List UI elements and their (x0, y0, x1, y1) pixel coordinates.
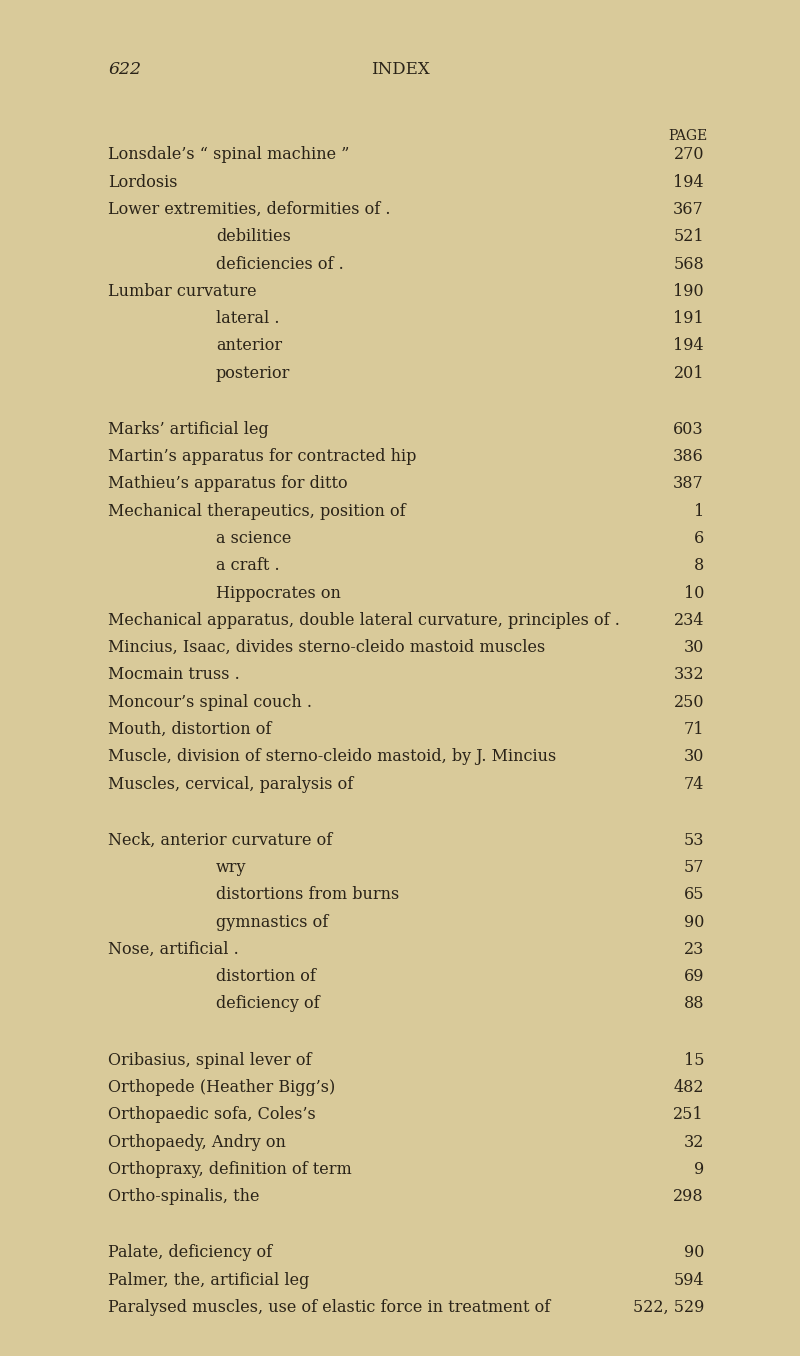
Text: 90: 90 (684, 1245, 704, 1261)
Text: posterior: posterior (216, 365, 290, 381)
Text: 332: 332 (674, 666, 704, 683)
Text: Mincius, Isaac, divides sterno-cleido mastoid muscles: Mincius, Isaac, divides sterno-cleido ma… (108, 639, 546, 656)
Text: 1: 1 (694, 503, 704, 519)
Text: 10: 10 (684, 584, 704, 602)
Text: Orthopede (Heather Bigg’s): Orthopede (Heather Bigg’s) (108, 1079, 335, 1096)
Text: 71: 71 (683, 721, 704, 738)
Text: gymnastics of: gymnastics of (216, 914, 328, 930)
Text: 69: 69 (683, 968, 704, 986)
Text: Palate, deficiency of: Palate, deficiency of (108, 1245, 272, 1261)
Text: 603: 603 (674, 420, 704, 438)
Text: Mechanical apparatus, double lateral curvature, principles of .: Mechanical apparatus, double lateral cur… (108, 612, 620, 629)
Text: Neck, anterior curvature of: Neck, anterior curvature of (108, 831, 332, 849)
Text: 74: 74 (684, 776, 704, 792)
Text: 482: 482 (674, 1079, 704, 1096)
Text: Paralysed muscles, use of elastic force in treatment of: Paralysed muscles, use of elastic force … (108, 1299, 550, 1315)
Text: 23: 23 (684, 941, 704, 957)
Text: Moncour’s spinal couch .: Moncour’s spinal couch . (108, 694, 312, 711)
Text: 194: 194 (674, 338, 704, 354)
Text: 250: 250 (674, 694, 704, 711)
Text: Mechanical therapeutics, position of: Mechanical therapeutics, position of (108, 503, 406, 519)
Text: INDEX: INDEX (370, 61, 430, 79)
Text: Ortho-spinalis, the: Ortho-spinalis, the (108, 1188, 259, 1205)
Text: Mathieu’s apparatus for ditto: Mathieu’s apparatus for ditto (108, 476, 348, 492)
Text: Muscle, division of sterno-cleido mastoid, by J. Mincius: Muscle, division of sterno-cleido mastoi… (108, 749, 556, 765)
Text: Lordosis: Lordosis (108, 174, 178, 191)
Text: 6: 6 (694, 530, 704, 546)
Text: Oribasius, spinal lever of: Oribasius, spinal lever of (108, 1052, 311, 1069)
Text: Lumbar curvature: Lumbar curvature (108, 283, 257, 300)
Text: 387: 387 (674, 476, 704, 492)
Text: 522, 529: 522, 529 (633, 1299, 704, 1315)
Text: a science: a science (216, 530, 291, 546)
Text: 367: 367 (674, 201, 704, 218)
Text: lateral .: lateral . (216, 311, 279, 327)
Text: 30: 30 (684, 749, 704, 765)
Text: Orthopaedic sofa, Coles’s: Orthopaedic sofa, Coles’s (108, 1106, 316, 1123)
Text: 30: 30 (684, 639, 704, 656)
Text: 298: 298 (674, 1188, 704, 1205)
Text: 8: 8 (694, 557, 704, 575)
Text: 270: 270 (674, 146, 704, 164)
Text: Mocmain truss .: Mocmain truss . (108, 666, 240, 683)
Text: Orthopaedy, Andry on: Orthopaedy, Andry on (108, 1134, 286, 1150)
Text: Mouth, distortion of: Mouth, distortion of (108, 721, 271, 738)
Text: 234: 234 (674, 612, 704, 629)
Text: wry: wry (216, 860, 246, 876)
Text: PAGE: PAGE (669, 129, 708, 142)
Text: 57: 57 (683, 860, 704, 876)
Text: 386: 386 (674, 449, 704, 465)
Text: 622: 622 (108, 61, 141, 79)
Text: 251: 251 (674, 1106, 704, 1123)
Text: 194: 194 (674, 174, 704, 191)
Text: distortions from burns: distortions from burns (216, 887, 399, 903)
Text: distortion of: distortion of (216, 968, 316, 986)
Text: 65: 65 (683, 887, 704, 903)
Text: 32: 32 (684, 1134, 704, 1150)
Text: Muscles, cervical, paralysis of: Muscles, cervical, paralysis of (108, 776, 354, 792)
Text: Orthopraxy, definition of term: Orthopraxy, definition of term (108, 1161, 352, 1178)
Text: 521: 521 (674, 228, 704, 245)
Text: a craft .: a craft . (216, 557, 280, 575)
Text: Marks’ artificial leg: Marks’ artificial leg (108, 420, 269, 438)
Text: anterior: anterior (216, 338, 282, 354)
Text: 9: 9 (694, 1161, 704, 1178)
Text: Lonsdale’s “ spinal machine ”: Lonsdale’s “ spinal machine ” (108, 146, 350, 164)
Text: deficiencies of .: deficiencies of . (216, 255, 344, 273)
Text: Martin’s apparatus for contracted hip: Martin’s apparatus for contracted hip (108, 449, 416, 465)
Text: deficiency of: deficiency of (216, 995, 320, 1013)
Text: 191: 191 (674, 311, 704, 327)
Text: 90: 90 (684, 914, 704, 930)
Text: 15: 15 (683, 1052, 704, 1069)
Text: 201: 201 (674, 365, 704, 381)
Text: debilities: debilities (216, 228, 291, 245)
Text: 594: 594 (674, 1272, 704, 1288)
Text: Hippocrates on: Hippocrates on (216, 584, 341, 602)
Text: Lower extremities, deformities of .: Lower extremities, deformities of . (108, 201, 390, 218)
Text: 53: 53 (683, 831, 704, 849)
Text: Palmer, the, artificial leg: Palmer, the, artificial leg (108, 1272, 310, 1288)
Text: 190: 190 (674, 283, 704, 300)
Text: 568: 568 (674, 255, 704, 273)
Text: 88: 88 (683, 995, 704, 1013)
Text: Nose, artificial .: Nose, artificial . (108, 941, 238, 957)
